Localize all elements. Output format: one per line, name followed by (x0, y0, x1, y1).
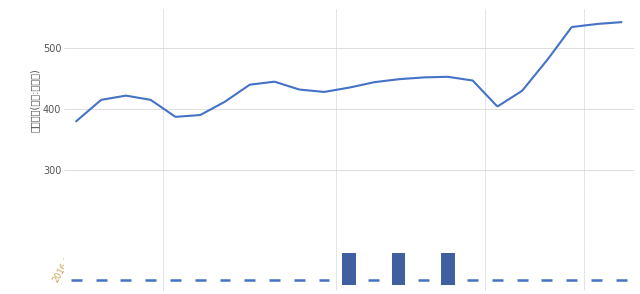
Bar (342, 253, 356, 285)
Y-axis label: 거래금액(단위:백만원): 거래금액(단위:백만원) (30, 68, 40, 132)
Bar (392, 253, 405, 285)
Bar (441, 253, 454, 285)
